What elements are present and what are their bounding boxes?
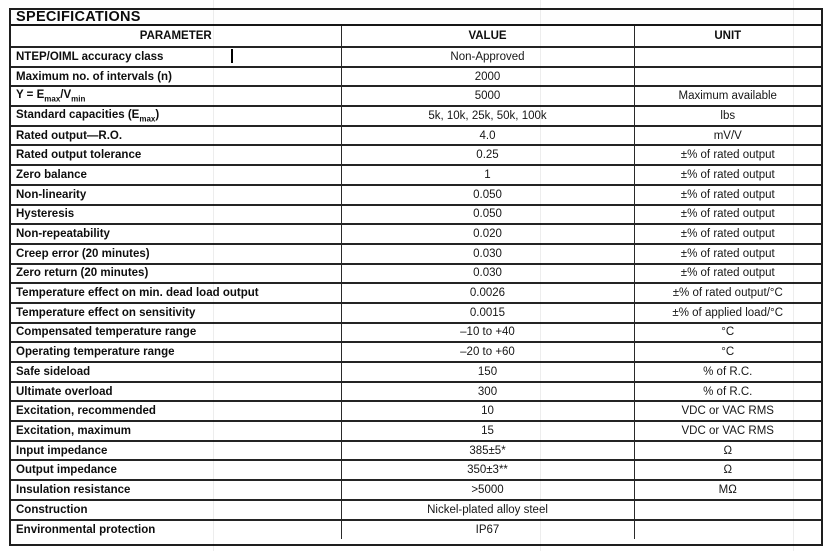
- table-row: Ultimate overload 300 % of R.C.: [11, 380, 821, 403]
- table-row: Safe sideload 150 % of R.C.: [11, 361, 821, 383]
- table-row: Temperature effect on min. dead load out…: [11, 282, 821, 304]
- table-row: Environmental protection IP67: [11, 518, 821, 540]
- scan-artifact-line: [540, 0, 541, 551]
- table-row: Insulation resistance >5000 MΩ: [11, 479, 821, 501]
- value-cell: 2000: [340, 65, 635, 88]
- value-cell: 0.030: [340, 262, 635, 285]
- table-row: Temperature effect on sensitivity 0.0015…: [11, 301, 821, 324]
- table-row: NTEP/OIML accuracy class Non-Approved: [11, 46, 821, 68]
- value-cell: 0.050: [340, 183, 635, 206]
- parameter-cell: Non-repeatability: [11, 223, 342, 245]
- parameter-cell: Zero balance: [11, 164, 342, 186]
- parameter-cell: Temperature effect on min. dead load out…: [11, 282, 342, 304]
- table-row: Zero balance 1 ±% of rated output: [11, 164, 821, 186]
- parameter-cell: Zero return (20 minutes): [11, 262, 342, 285]
- table-row: Excitation, recommended 10 VDC or VAC RM…: [11, 400, 821, 423]
- parameter-cell: Hysteresis: [11, 203, 342, 226]
- parameter-cell: Construction: [11, 498, 342, 521]
- header-value: VALUE: [340, 26, 635, 48]
- unit-cell: mV/V: [633, 124, 821, 147]
- value-cell: 0.020: [340, 223, 635, 245]
- table-title: SPECIFICATIONS: [11, 10, 821, 26]
- value-cell: 10: [340, 400, 635, 423]
- parameter-cell: Environmental protection: [11, 518, 342, 540]
- value-cell: 0.0015: [340, 301, 635, 324]
- header-unit: UNIT: [633, 26, 821, 48]
- value-cell: Non-Approved: [340, 46, 635, 68]
- table-row: Operating temperature range –20 to +60 °…: [11, 341, 821, 363]
- parameter-cell: Ultimate overload: [11, 380, 342, 403]
- table-row: Excitation, maximum 15 VDC or VAC RMS: [11, 420, 821, 442]
- table-row: Rated output—R.O. 4.0 mV/V: [11, 124, 821, 147]
- value-cell: 5000: [340, 85, 635, 108]
- value-cell: 15: [340, 420, 635, 442]
- header-row: PARAMETER VALUE UNIT: [11, 26, 821, 48]
- parameter-cell: Maximum no. of intervals (n): [11, 65, 342, 88]
- text-cursor: [231, 49, 233, 63]
- value-cell: IP67: [340, 518, 635, 540]
- parameter-cell: Creep error (20 minutes): [11, 242, 342, 265]
- parameter-cell: Excitation, maximum: [11, 420, 342, 442]
- table-row: Hysteresis 0.050 ±% of rated output: [11, 203, 821, 226]
- table-row: Compensated temperature range –10 to +40…: [11, 321, 821, 344]
- value-cell: 300: [340, 380, 635, 403]
- unit-cell: ±% of rated output: [633, 203, 821, 226]
- parameter-cell: Insulation resistance: [11, 479, 342, 501]
- value-cell: 0.050: [340, 203, 635, 226]
- table-row: Non-linearity 0.050 ±% of rated output: [11, 183, 821, 206]
- value-cell: 0.25: [340, 144, 635, 167]
- value-cell: 0.030: [340, 242, 635, 265]
- specifications-table: PARAMETER VALUE UNIT NTEP/OIML accuracy …: [11, 26, 821, 540]
- table-row: Creep error (20 minutes) 0.030 ±% of rat…: [11, 242, 821, 265]
- value-cell: 350±3**: [340, 459, 635, 482]
- value-cell: Nickel-plated alloy steel: [340, 498, 635, 521]
- table-row: Output impedance 350±3** Ω: [11, 459, 821, 482]
- value-cell: 0.0026: [340, 282, 635, 304]
- parameter-cell: Safe sideload: [11, 361, 342, 383]
- parameter-cell: Output impedance: [11, 459, 342, 482]
- table-row: Zero return (20 minutes) 0.030 ±% of rat…: [11, 262, 821, 285]
- parameter-cell: NTEP/OIML accuracy class: [11, 46, 342, 68]
- value-cell: 385±5*: [340, 439, 635, 462]
- value-cell: –20 to +60: [340, 341, 635, 363]
- parameter-cell: Input impedance: [11, 439, 342, 462]
- parameter-cell: Compensated temperature range: [11, 321, 342, 344]
- parameter-cell: Rated output—R.O.: [11, 124, 342, 147]
- parameter-cell: Standard capacities (Emax): [11, 105, 342, 127]
- scan-artifact-line: [793, 0, 794, 551]
- unit-cell: ±% of rated output/°C: [633, 282, 821, 304]
- table-row: Rated output tolerance 0.25 ±% of rated …: [11, 144, 821, 167]
- table-row: Y = Emax/Vmin 5000 Maximum available: [11, 85, 821, 108]
- header-parameter: PARAMETER: [11, 26, 342, 48]
- value-cell: 1: [340, 164, 635, 186]
- value-cell: 5k, 10k, 25k, 50k, 100k: [340, 105, 635, 127]
- parameter-cell: Temperature effect on sensitivity: [11, 301, 342, 324]
- specifications-panel: SPECIFICATIONS PARAMETER VALUE UNIT NTEP…: [9, 8, 823, 546]
- parameter-cell: Rated output tolerance: [11, 144, 342, 167]
- table-row: Standard capacities (Emax) 5k, 10k, 25k,…: [11, 105, 821, 127]
- scan-artifact-line: [213, 0, 214, 551]
- parameter-cell: Y = Emax/Vmin: [11, 85, 342, 108]
- parameter-cell: Non-linearity: [11, 183, 342, 206]
- unit-cell: ±% of rated output: [633, 262, 821, 285]
- value-cell: >5000: [340, 479, 635, 501]
- table-row: Maximum no. of intervals (n) 2000: [11, 65, 821, 88]
- parameter-cell: Excitation, recommended: [11, 400, 342, 423]
- value-cell: 4.0: [340, 124, 635, 147]
- unit-cell: [633, 518, 821, 540]
- value-cell: 150: [340, 361, 635, 383]
- parameter-cell: Operating temperature range: [11, 341, 342, 363]
- table-row: Input impedance 385±5* Ω: [11, 439, 821, 462]
- value-cell: –10 to +40: [340, 321, 635, 344]
- table-row: Construction Nickel-plated alloy steel: [11, 498, 821, 521]
- table-row: Non-repeatability 0.020 ±% of rated outp…: [11, 223, 821, 245]
